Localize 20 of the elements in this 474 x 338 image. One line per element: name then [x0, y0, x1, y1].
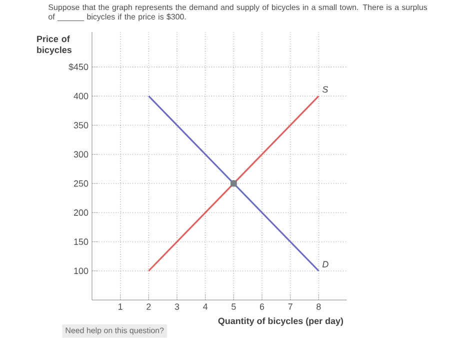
y-tick-label: 400: [74, 92, 88, 100]
series-label: D: [322, 261, 328, 268]
y-tick-label: 200: [74, 209, 88, 216]
y-tick-label: 250: [74, 180, 88, 187]
series-label: S: [322, 86, 328, 93]
y-tick-label: 350: [74, 122, 88, 128]
x-tick-label: 8: [316, 304, 321, 310]
x-tick-label: 5: [232, 304, 236, 310]
x-tick-label: 7: [288, 304, 292, 310]
y-tick-label: $450: [68, 63, 88, 71]
x-tick-label: 2: [146, 304, 151, 310]
x-tick-label: 1: [118, 304, 122, 310]
y-tick-label: 150: [74, 238, 88, 245]
x-tick-label: 4: [203, 304, 208, 310]
y-tick-label: 100: [74, 268, 88, 274]
y-axis-title: Price of bicycles: [37, 36, 72, 55]
x-tick-label: 6: [260, 304, 264, 310]
x-axis-title: Quantity of bicycles (per day): [218, 318, 344, 326]
y-tick-label: 300: [74, 151, 88, 158]
x-tick-label: 3: [174, 304, 180, 310]
